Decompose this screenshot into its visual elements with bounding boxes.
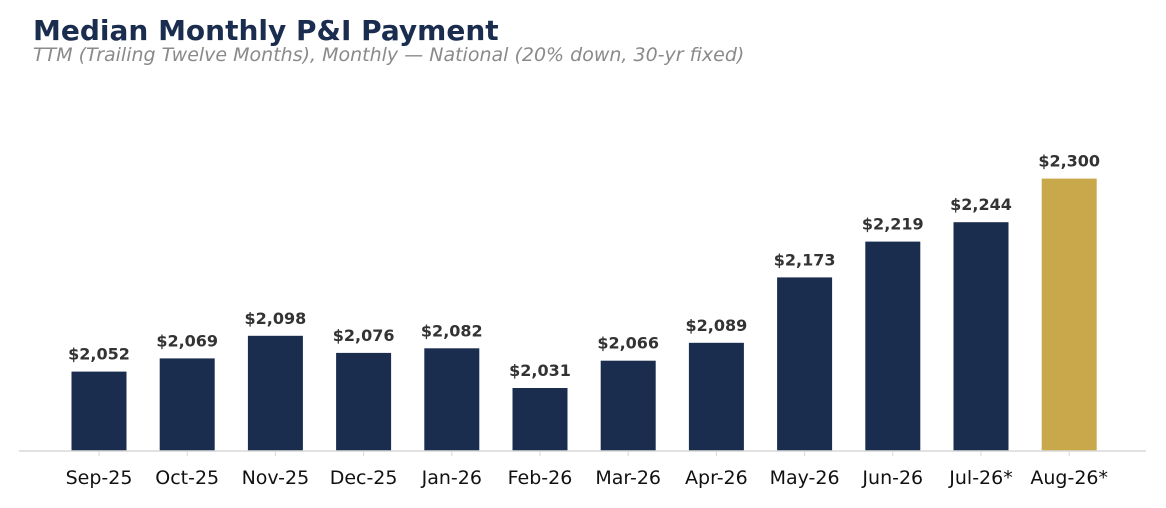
data-label: $2,219 [862,215,924,234]
chart-title: Median Monthly P&I Payment [33,14,499,47]
bar-Apr-26 [688,342,744,451]
bar-Oct-25 [159,358,215,451]
data-label: $2,173 [774,250,836,269]
x-tick-label: Apr-26 [685,467,748,489]
data-label: $2,089 [686,316,748,335]
x-tick-label: Jun-26 [861,467,923,489]
x-tick-label: Aug-26* [1030,467,1108,489]
bar-Sep-25 [71,371,127,451]
data-label: $2,069 [156,331,218,350]
bar-Feb-26 [512,388,568,451]
chart-subtitle: TTM (Trailing Twelve Months), Monthly — … [33,44,745,66]
x-tick-label: Mar-26 [595,467,661,489]
bar-May-26 [777,277,833,451]
data-labels-group: $2,052 $2,069 $2,098 $2,076 $2,082 $2,031 $2,0… [68,152,1100,380]
bar-Jun-26 [865,241,921,451]
x-ticks-group: Sep-25 Oct-25 Nov-25 Dec-25 Jan-26 Feb-26 Mar-… [66,451,1108,489]
x-tick-label: Jan-26 [421,467,482,489]
bar-Jan-26 [424,348,480,451]
data-label: $2,031 [509,361,571,380]
data-label: $2,076 [333,326,395,345]
bar-Dec-25 [336,352,392,451]
x-tick-label: Sep-25 [66,467,133,489]
data-label: $2,052 [68,345,130,364]
x-tick-label: Jul-26* [948,467,1012,489]
bar-Mar-26 [600,360,656,451]
x-tick-label: Nov-25 [242,467,310,489]
x-tick-label: May-26 [770,467,840,489]
data-label: $2,300 [1038,152,1100,171]
x-tick-label: Dec-25 [330,467,398,489]
bar-Aug-26* [1041,178,1097,451]
data-label: $2,244 [950,195,1012,214]
bars-group [71,178,1097,451]
bar-Jul-26* [953,222,1009,451]
data-label: $2,098 [245,309,307,328]
x-tick-label: Feb-26 [508,467,573,489]
data-label: $2,082 [421,321,483,340]
bar-Nov-25 [247,335,303,451]
data-label: $2,066 [597,334,659,353]
x-tick-label: Oct-25 [155,467,219,489]
